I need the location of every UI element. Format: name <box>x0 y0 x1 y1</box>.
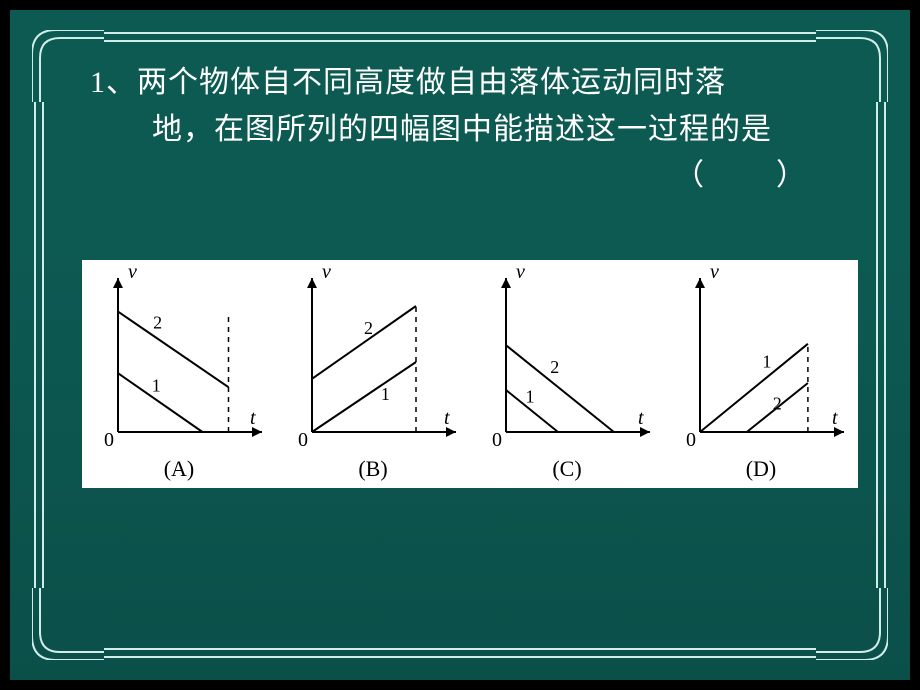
figure-D: v t 0 1 2 (D) <box>664 260 858 488</box>
svg-text:t: t <box>444 407 450 429</box>
svg-text:1: 1 <box>526 387 535 407</box>
svg-text:v: v <box>322 261 331 283</box>
slide: 1、两个物体自不同高度做自由落体运动同时落 地，在图所列的四幅图中能描述这一过程… <box>10 10 910 680</box>
caption-D: (D) <box>664 456 858 482</box>
chart-D: v t 0 1 2 <box>664 260 858 488</box>
svg-text:0: 0 <box>686 429 696 451</box>
svg-text:1: 1 <box>381 384 390 404</box>
question-line1: 1、两个物体自不同高度做自由落体运动同时落 <box>90 66 726 99</box>
question-text: 1、两个物体自不同高度做自由落体运动同时落 地，在图所列的四幅图中能描述这一过程… <box>90 60 850 200</box>
svg-text:t: t <box>638 407 644 429</box>
caption-B: (B) <box>276 456 470 482</box>
figure-panel: vt012(A)vt012(B)vt012(C)vt012(D) <box>82 260 858 488</box>
svg-text:t: t <box>832 407 838 429</box>
chart-C: v t 0 12 <box>470 260 664 488</box>
figure-A: v t 0 1 2 (A) <box>82 260 276 488</box>
svg-text:v: v <box>128 261 137 283</box>
svg-text:0: 0 <box>104 429 114 451</box>
svg-text:2: 2 <box>550 357 559 377</box>
svg-text:2: 2 <box>153 312 162 332</box>
svg-text:2: 2 <box>364 318 373 338</box>
chart-A: v t 0 1 2 <box>82 260 276 488</box>
caption-A: (A) <box>82 456 276 482</box>
svg-text:v: v <box>516 261 525 283</box>
figure-B: v t 0 1 2 (B) <box>276 260 470 488</box>
question-line2: 地，在图所列的四幅图中能描述这一过程的是 <box>90 107 850 154</box>
chart-B: v t 0 1 2 <box>276 260 470 488</box>
question-blank: （ ） <box>90 153 850 200</box>
svg-text:t: t <box>250 407 256 429</box>
caption-C: (C) <box>470 456 664 482</box>
svg-text:0: 0 <box>492 429 502 451</box>
svg-text:0: 0 <box>298 429 308 451</box>
svg-text:v: v <box>710 261 719 283</box>
svg-text:1: 1 <box>152 375 161 395</box>
svg-text:2: 2 <box>773 394 782 414</box>
figure-C: v t 0 12 (C) <box>470 260 664 488</box>
svg-text:1: 1 <box>762 352 771 372</box>
